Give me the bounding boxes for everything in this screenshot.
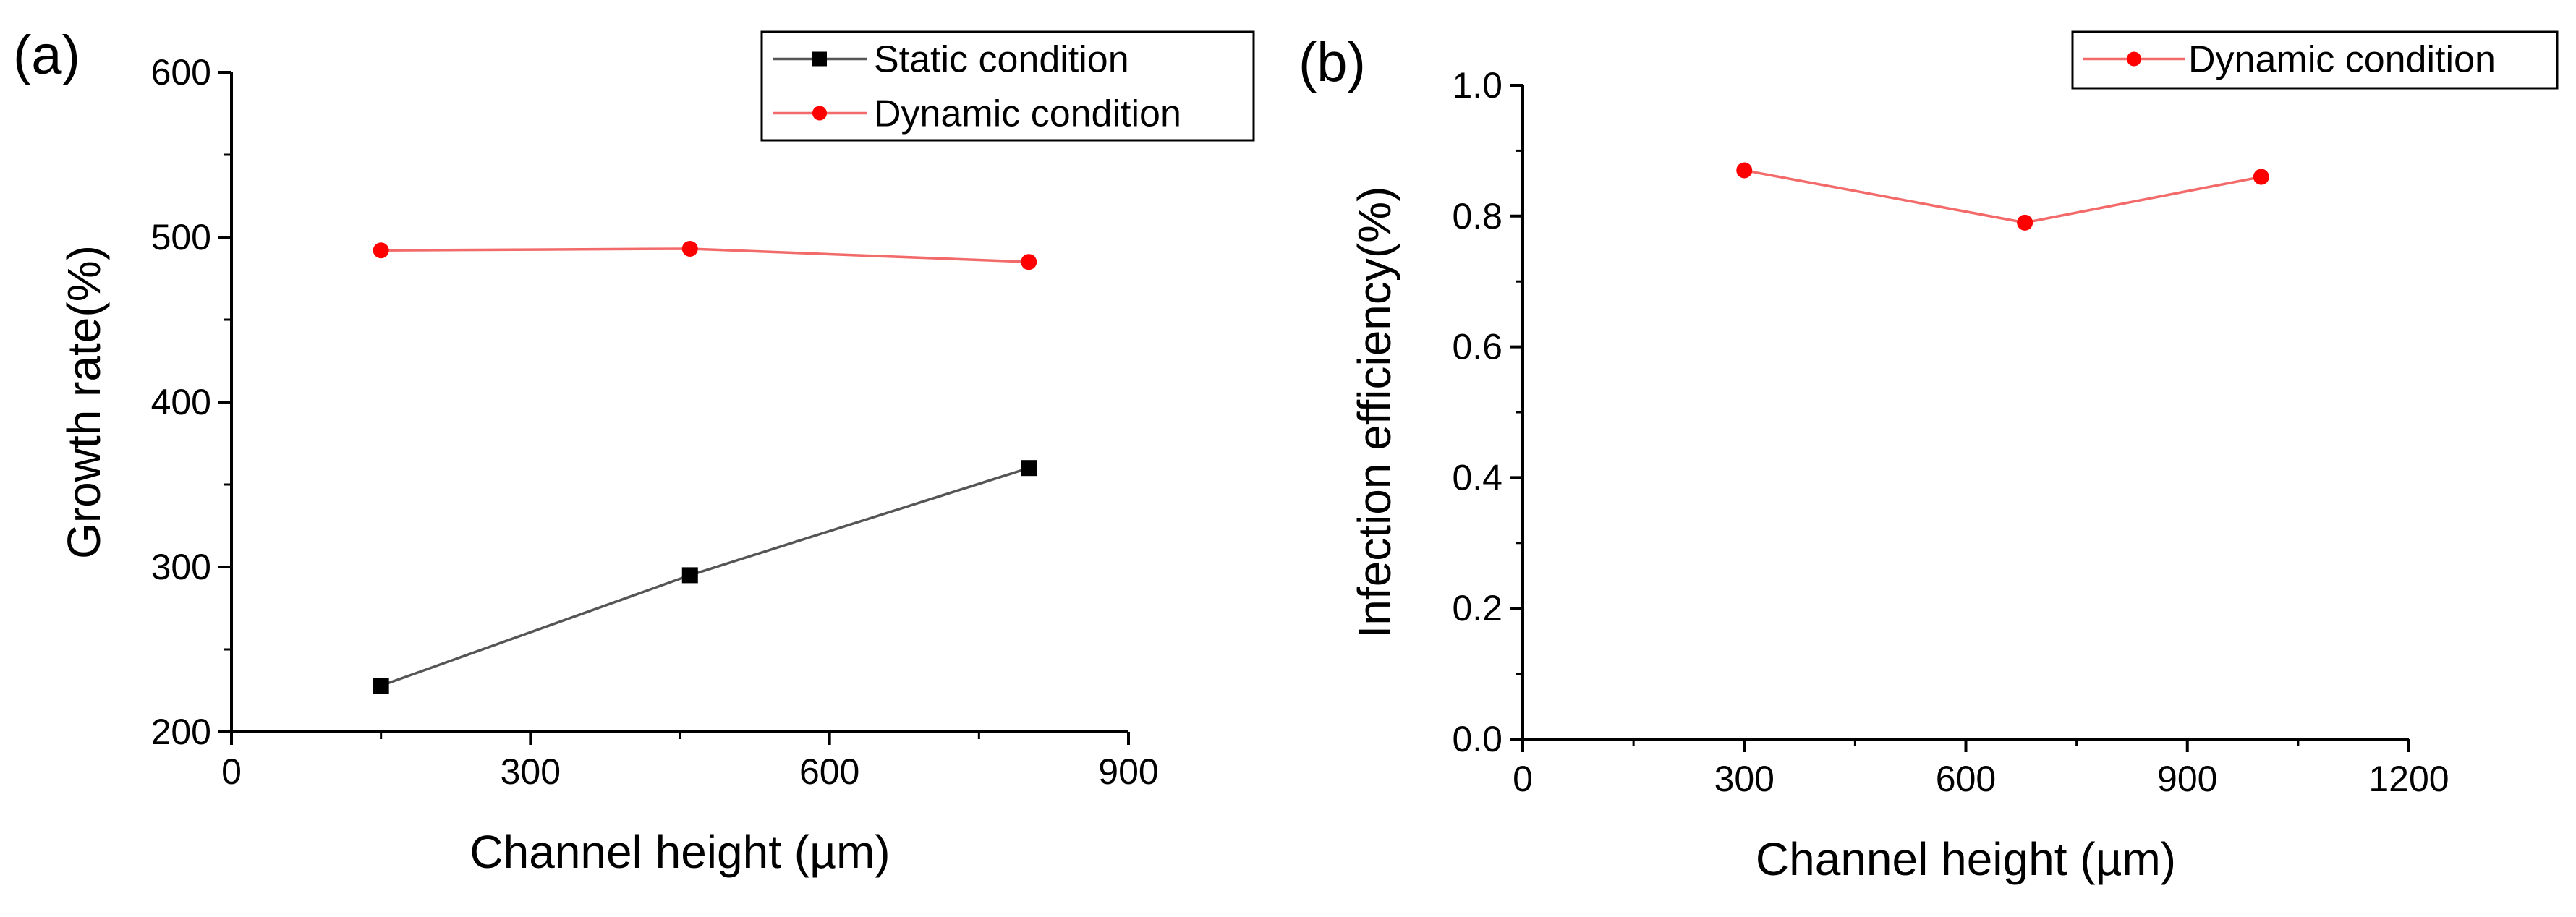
y-tick-label: 300	[151, 547, 211, 587]
panel-label: (b)	[1298, 32, 1366, 93]
y-tick-label: 400	[151, 382, 211, 422]
panel-label: (a)	[13, 25, 80, 86]
legend-label: Dynamic condition	[2188, 39, 2496, 81]
legend-label: Static condition	[874, 39, 1129, 81]
series-line	[381, 466, 1029, 687]
data-point-square	[681, 567, 698, 584]
y-tick-label: 1.0	[1452, 65, 1502, 106]
legend-label: Dynamic condition	[874, 93, 1181, 135]
x-axis-title: Channel height (µm)	[469, 826, 890, 878]
x-tick-label: 600	[799, 751, 859, 792]
x-tick-label: 900	[2157, 759, 2217, 799]
series-line	[381, 247, 1029, 263]
x-tick-label: 600	[1936, 759, 1996, 799]
y-tick-label: 500	[151, 217, 211, 257]
y-tick-label: 0.6	[1452, 327, 1502, 367]
y-axis-title: Infection efficiency(%)	[1348, 187, 1400, 639]
data-point-circle	[1021, 254, 1037, 270]
data-point-circle	[373, 242, 389, 259]
data-point-circle	[1736, 162, 1753, 179]
series-line	[1743, 169, 2262, 224]
y-tick-label: 0.0	[1452, 719, 1502, 759]
legend-marker-circle	[2127, 51, 2141, 67]
data-point-square	[1021, 460, 1037, 477]
y-tick-label: 200	[151, 712, 211, 752]
x-tick-label: 0	[1513, 759, 1533, 799]
legend-marker-square	[812, 51, 827, 67]
y-tick-label: 600	[151, 52, 211, 93]
panel-b: (b) 0 300 600 900 1200 0.0 0.2 0.4 0.6 0.8 1.0 Chann…	[1298, 30, 2559, 885]
data-point-square	[373, 678, 389, 694]
x-tick-label: 1200	[2368, 759, 2449, 799]
legend-box	[760, 30, 1255, 142]
data-point-circle	[2253, 169, 2269, 185]
y-tick-label: 0.4	[1452, 457, 1502, 498]
data-point-circle	[2017, 214, 2033, 231]
x-tick-label: 300	[501, 751, 561, 792]
y-tick-label: 0.2	[1452, 588, 1502, 628]
x-tick-label: 300	[1714, 759, 1774, 799]
legend-marker-circle	[812, 106, 827, 121]
x-tick-label: 0	[221, 751, 242, 792]
data-point-circle	[681, 240, 698, 257]
x-axis-title: Channel height (µm)	[1756, 833, 2176, 885]
panel-a: (a) 0 300 600 900 200 300 400 500 600 Channel heig…	[13, 25, 1255, 878]
x-tick-label: 900	[1098, 751, 1158, 792]
y-axis-title: Growth rate(%)	[58, 245, 110, 559]
y-tick-label: 0.8	[1452, 196, 1502, 236]
